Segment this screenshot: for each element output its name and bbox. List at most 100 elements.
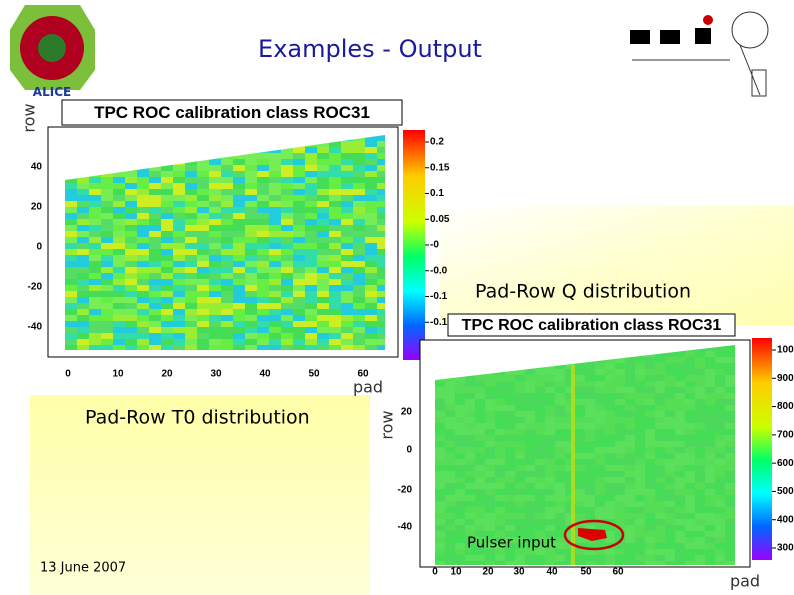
cell [585, 543, 595, 549]
cell [495, 399, 505, 405]
cell [341, 225, 353, 231]
cell [635, 477, 645, 483]
cell [221, 177, 233, 183]
cell [435, 411, 445, 417]
cell [305, 165, 317, 171]
cell [725, 429, 735, 435]
cell [329, 159, 341, 165]
cell [725, 441, 735, 447]
cell [675, 375, 685, 381]
cell [625, 471, 635, 477]
cell [245, 177, 257, 183]
cell [89, 327, 101, 333]
cell [575, 399, 585, 405]
cell [685, 519, 695, 525]
cell [525, 435, 535, 441]
cell [475, 531, 485, 537]
cell [625, 555, 635, 561]
cell [125, 255, 137, 261]
cell [221, 321, 233, 327]
cell [655, 477, 665, 483]
cell [685, 465, 695, 471]
cell [475, 507, 485, 513]
cell [173, 267, 185, 273]
cell [137, 333, 149, 339]
cell [197, 171, 209, 177]
cell [485, 483, 495, 489]
cell [465, 423, 475, 429]
cell [705, 507, 715, 513]
cell [575, 555, 585, 561]
cell [705, 501, 715, 507]
cell [455, 525, 465, 531]
cell [605, 423, 615, 429]
cell [221, 213, 233, 219]
cell [565, 513, 575, 519]
cell [455, 471, 465, 477]
cell [585, 363, 595, 369]
cell [565, 507, 575, 513]
cell [555, 561, 565, 565]
cell [605, 555, 615, 561]
cell [65, 333, 77, 339]
cell [305, 237, 317, 243]
cell [101, 261, 113, 267]
cell [269, 339, 281, 345]
cell [209, 159, 221, 165]
cell [595, 501, 605, 507]
cell [377, 219, 385, 225]
cell [725, 423, 735, 429]
date: 13 June 2007 [40, 561, 126, 576]
cell [715, 531, 725, 537]
cell [269, 267, 281, 273]
cell [197, 309, 209, 315]
cell [185, 183, 197, 189]
cell [695, 507, 705, 513]
cell [535, 477, 545, 483]
cell [377, 225, 385, 231]
cell [545, 417, 555, 423]
cell [595, 495, 605, 501]
cell [715, 477, 725, 483]
cell [435, 471, 445, 477]
cell [475, 387, 485, 393]
cell [465, 501, 475, 507]
cell [545, 555, 555, 561]
cell [293, 159, 305, 165]
cell [377, 339, 385, 345]
cell [221, 219, 233, 225]
cell [305, 219, 317, 225]
cell [465, 447, 475, 453]
cell [377, 189, 385, 195]
cell [455, 507, 465, 513]
cell [455, 381, 465, 387]
cell [665, 489, 675, 495]
cell [715, 549, 725, 555]
cell [575, 477, 585, 483]
cell [625, 375, 635, 381]
cell [475, 561, 485, 565]
cell [317, 177, 329, 183]
cell [173, 309, 185, 315]
cell [245, 309, 257, 315]
plot-title: TPC ROC calibration class ROC31 [462, 317, 722, 334]
cell [137, 297, 149, 303]
cell [685, 441, 695, 447]
cell [209, 285, 221, 291]
cell [197, 339, 209, 345]
cell [665, 465, 675, 471]
cell [353, 309, 365, 315]
cell [645, 357, 655, 363]
cell [137, 219, 149, 225]
cell [695, 513, 705, 519]
cell [635, 483, 645, 489]
cell [445, 381, 455, 387]
cell [585, 399, 595, 405]
cell [101, 333, 113, 339]
cell [113, 225, 125, 231]
cell [209, 321, 221, 327]
cell [605, 363, 615, 369]
cell [317, 285, 329, 291]
cell [515, 447, 525, 453]
cell [161, 297, 173, 303]
